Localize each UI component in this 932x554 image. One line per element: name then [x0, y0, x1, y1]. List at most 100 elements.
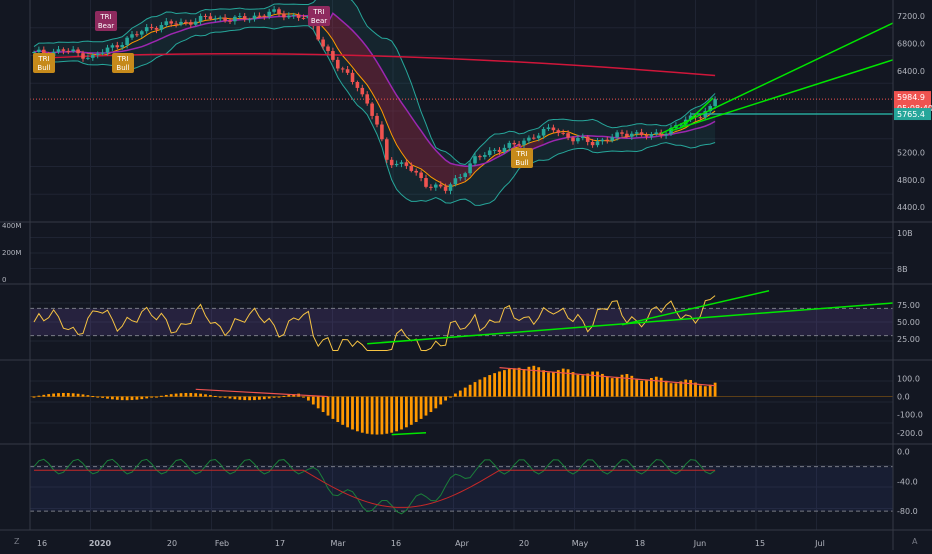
hist-bar: [390, 396, 394, 433]
rsi-band: [30, 308, 893, 336]
candle-body: [600, 139, 605, 142]
hist-bar: [130, 396, 134, 401]
candle-body: [429, 186, 433, 188]
candle-body: [277, 9, 281, 14]
candle-body: [257, 15, 262, 17]
tri-bear-2-line1: TRI: [312, 8, 324, 16]
candle-body: [581, 136, 585, 138]
hist-bar: [640, 380, 643, 397]
volume-left-tick-label: 0: [2, 276, 6, 284]
candle-body: [438, 184, 443, 187]
candle-body: [135, 34, 139, 36]
hist-divergence-1: [195, 388, 329, 398]
hist-bar: [414, 396, 418, 422]
hist-bar: [57, 393, 60, 397]
hist-bar: [71, 393, 75, 397]
hist-bar: [125, 396, 129, 401]
hist-bar: [444, 396, 447, 401]
candle-body: [228, 20, 232, 22]
hist-bar: [145, 396, 149, 399]
hist-bar: [517, 367, 521, 397]
candle-body: [144, 27, 149, 32]
osc-band: [30, 466, 893, 512]
hist-bar: [659, 377, 663, 397]
hist-bar: [400, 396, 403, 430]
time-tick-label: 16: [391, 539, 401, 548]
price-tick-label: 7200.0: [897, 12, 925, 21]
candle-body: [115, 45, 120, 48]
price-axis[interactable]: 7200.06800.06400.06000.05200.04800.04400…: [2, 12, 925, 516]
candle-body: [321, 39, 325, 47]
candle-body: [32, 51, 36, 53]
hist-bar: [106, 396, 109, 399]
hist-bar: [199, 393, 202, 397]
hist-bar: [311, 396, 315, 405]
candle-body: [86, 57, 90, 59]
candle-body: [242, 16, 247, 20]
candle-body: [100, 52, 105, 54]
candle-body: [174, 23, 178, 25]
hist-bar: [370, 396, 374, 435]
hist-bar: [243, 396, 247, 401]
hist-bar: [615, 376, 619, 397]
hist-bar: [424, 396, 428, 416]
candle-body: [615, 132, 619, 138]
hist-bar: [473, 382, 477, 397]
hist-bar: [454, 393, 457, 397]
hist-bar: [630, 375, 634, 397]
candle-body: [331, 51, 335, 60]
hist-tick-label: 100.0: [897, 374, 920, 383]
candle-body: [385, 139, 389, 160]
candle-body: [389, 159, 394, 166]
candle-body: [468, 163, 472, 174]
candle-body: [370, 103, 374, 116]
hist-bar: [96, 396, 100, 398]
hist-bar: [307, 396, 310, 401]
candle-body: [223, 17, 227, 21]
rsi-line: [33, 295, 716, 352]
hist-bar: [52, 393, 55, 397]
candle-body: [81, 53, 85, 59]
rsi-tick-label: 25.00: [897, 335, 920, 344]
hist-bar: [351, 396, 354, 430]
hist-bar: [674, 383, 678, 397]
candle-body: [42, 49, 46, 54]
hist-bar: [542, 370, 545, 397]
candle-body: [679, 124, 683, 126]
time-tick-label: May: [572, 539, 589, 548]
hist-bar: [586, 373, 590, 397]
hist-bar: [169, 394, 173, 397]
hist-bar: [365, 396, 369, 434]
hist-bar: [503, 370, 506, 397]
time-tick-label: 20: [167, 539, 177, 548]
candle-body: [184, 21, 188, 23]
hist-bar: [561, 368, 565, 397]
hist-bar: [91, 396, 95, 398]
rsi-panel: [30, 289, 894, 352]
hist-bar: [316, 396, 320, 409]
candle-body: [296, 15, 301, 18]
osc-tick-label: -40.0: [897, 477, 918, 486]
hist-bar: [498, 371, 501, 397]
candle-body: [110, 45, 115, 48]
candle-body: [478, 156, 482, 158]
candle-body: [164, 21, 169, 26]
candle-body: [483, 155, 487, 157]
candle-body: [350, 72, 355, 83]
candle-body: [487, 150, 492, 156]
indicator-bands: [33, 0, 716, 206]
hist-bar: [601, 373, 604, 397]
price-tags: 5984.905:08:405765.4: [894, 91, 932, 121]
candle-body: [458, 177, 463, 179]
candle-body: [654, 132, 659, 135]
candle-body: [360, 87, 365, 95]
candle-body: [76, 49, 80, 54]
hist-bar: [571, 372, 575, 397]
candle-body: [434, 184, 438, 188]
candle-body: [669, 127, 673, 134]
hist-bar: [282, 395, 286, 397]
